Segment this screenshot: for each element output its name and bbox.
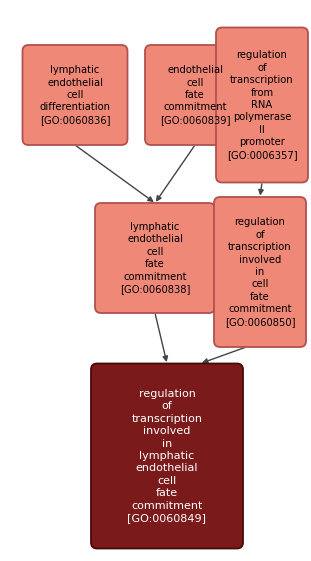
Text: endothelial
cell
fate
commitment
[GO:0060839]: endothelial cell fate commitment [GO:006… xyxy=(160,65,230,125)
Text: lymphatic
endothelial
cell
differentiation
[GO:0060836]: lymphatic endothelial cell differentiati… xyxy=(39,65,110,125)
FancyBboxPatch shape xyxy=(95,203,215,313)
FancyBboxPatch shape xyxy=(22,45,128,145)
Text: regulation
of
transcription
from
RNA
polymerase
II
promoter
[GO:0006357]: regulation of transcription from RNA pol… xyxy=(227,50,297,159)
Text: lymphatic
endothelial
cell
fate
commitment
[GO:0060838]: lymphatic endothelial cell fate commitme… xyxy=(120,222,190,294)
Text: regulation
of
transcription
involved
in
lymphatic
endothelial
cell
fate
commitme: regulation of transcription involved in … xyxy=(128,389,207,523)
FancyBboxPatch shape xyxy=(216,27,308,182)
Text: regulation
of
transcription
involved
in
cell
fate
commitment
[GO:0060850]: regulation of transcription involved in … xyxy=(225,218,295,327)
FancyBboxPatch shape xyxy=(214,197,306,347)
FancyBboxPatch shape xyxy=(145,45,245,145)
FancyBboxPatch shape xyxy=(91,364,243,549)
